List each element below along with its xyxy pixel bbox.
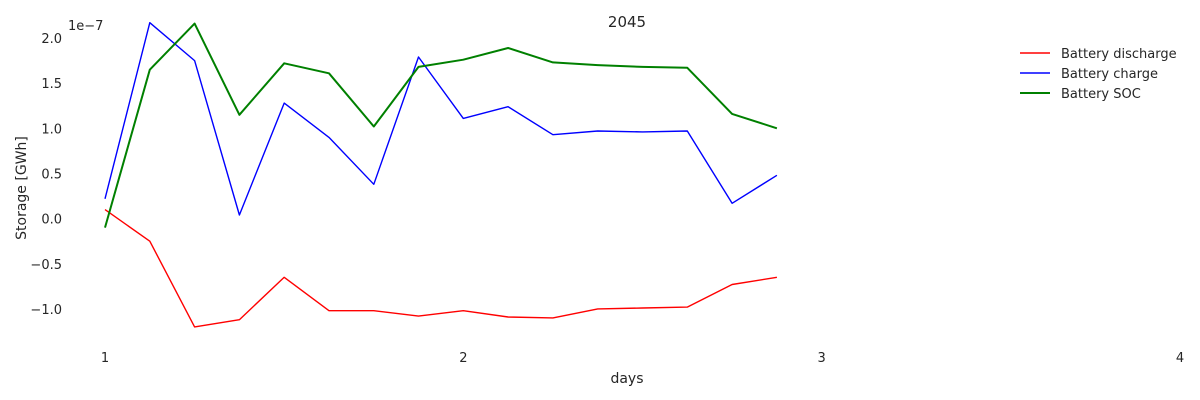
legend-label: Battery SOC xyxy=(1061,87,1141,102)
legend-label: Battery discharge xyxy=(1061,47,1177,62)
legend-label: Battery charge xyxy=(1061,67,1158,82)
y-axis-ticks: −1.0 −0.5 0.0 0.5 1.0 1.5 2.0 xyxy=(30,32,62,318)
y-tick-label: 0.0 xyxy=(41,213,62,228)
y-axis-multiplier: 1e−7 xyxy=(68,19,103,34)
y-tick-label: 1.5 xyxy=(41,77,62,92)
chart-title: 2045 xyxy=(608,13,646,31)
series-line-battery-charge xyxy=(104,22,778,216)
y-tick-label: 2.0 xyxy=(41,32,62,47)
x-tick-label: 3 xyxy=(818,351,826,366)
x-tick-label: 2 xyxy=(459,351,467,366)
x-axis-ticks: 1 2 3 4 xyxy=(101,351,1184,366)
y-tick-label: −0.5 xyxy=(30,258,62,273)
legend: Battery discharge Battery charge Battery S… xyxy=(1020,47,1177,102)
series-line-battery-discharge xyxy=(104,209,778,328)
series-lines xyxy=(104,22,778,328)
y-tick-label: 1.0 xyxy=(41,122,62,137)
series-line-battery-soc xyxy=(104,22,778,228)
x-tick-label: 4 xyxy=(1176,351,1184,366)
y-tick-label: −1.0 xyxy=(30,303,62,318)
x-tick-label: 1 xyxy=(101,351,109,366)
y-tick-label: 0.5 xyxy=(41,167,62,182)
y-axis-label: Storage [GWh] xyxy=(14,136,30,240)
x-axis-label: days xyxy=(610,371,643,387)
